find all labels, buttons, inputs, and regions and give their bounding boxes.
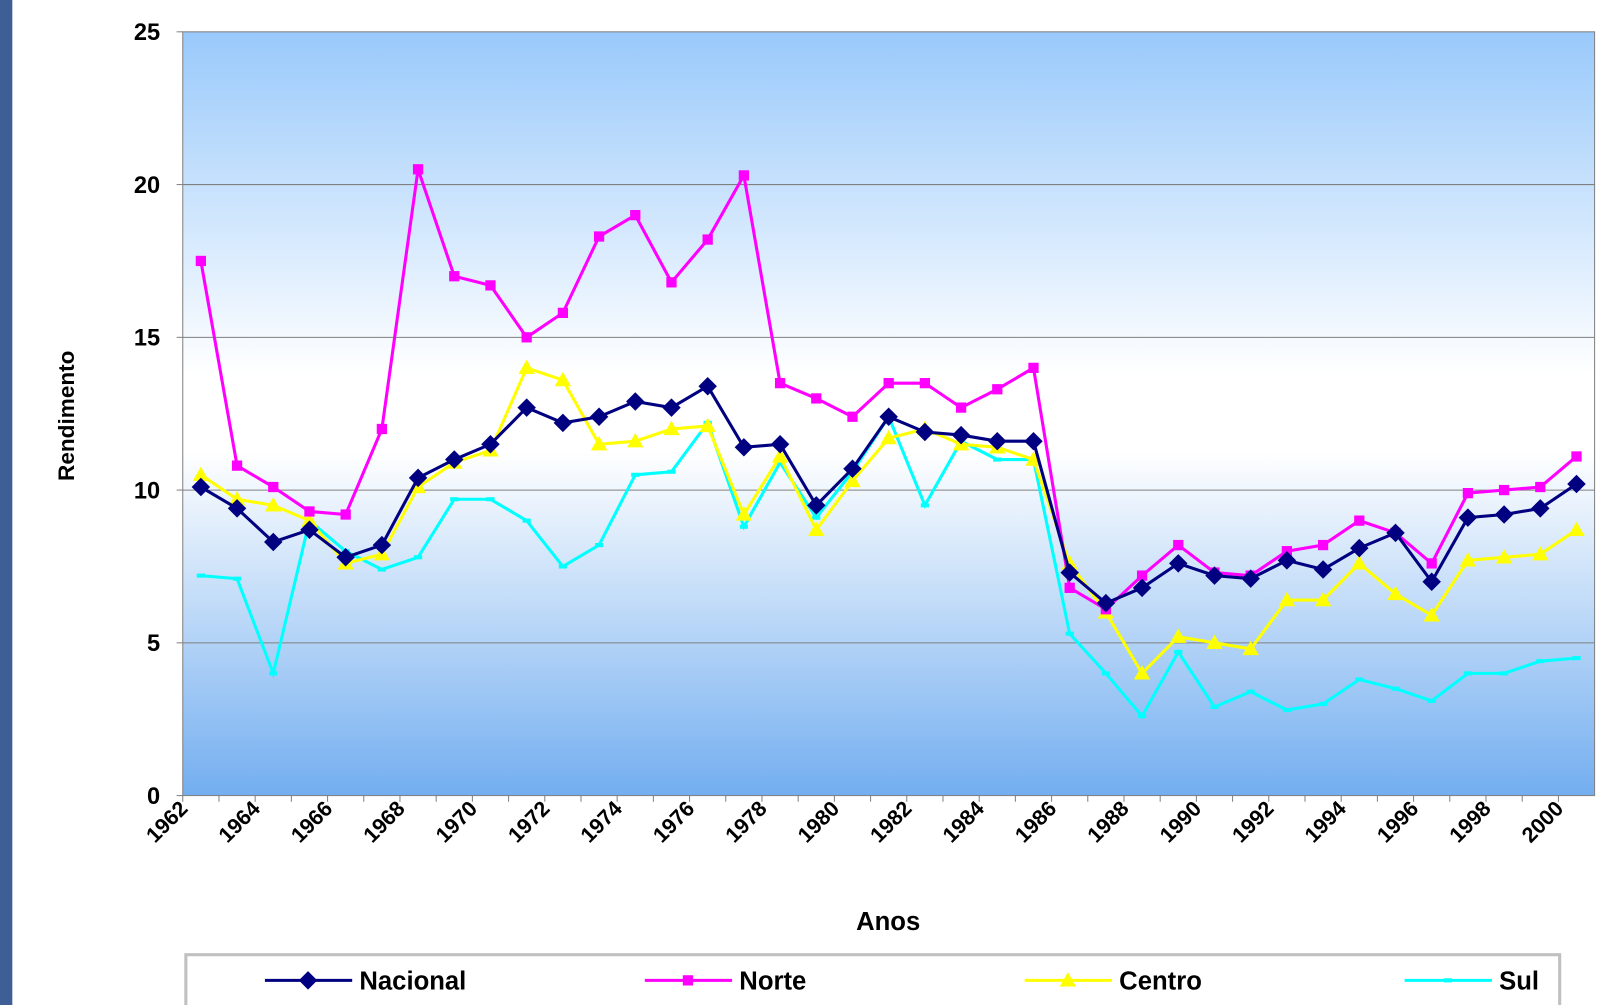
chart: Anos Rendimento 051015202519621964196619… xyxy=(0,0,1610,1005)
data-point xyxy=(1572,656,1580,660)
data-point xyxy=(667,470,675,474)
data-point xyxy=(1066,632,1074,636)
y-tick-label: 20 xyxy=(134,173,160,199)
data-point xyxy=(449,271,459,281)
data-point xyxy=(1428,699,1436,703)
data-point xyxy=(920,378,930,388)
data-point xyxy=(196,256,206,266)
page: {"chart_data": {"type": "line", "x_label… xyxy=(0,0,1610,1005)
data-point xyxy=(703,234,713,244)
data-point xyxy=(450,497,458,501)
legend-label: Centro xyxy=(1119,968,1202,996)
data-point xyxy=(956,402,966,412)
data-point xyxy=(1535,482,1545,492)
legend-marker xyxy=(683,975,693,985)
data-point xyxy=(811,393,821,403)
data-point xyxy=(269,671,277,675)
data-point xyxy=(486,497,494,501)
data-point xyxy=(1318,540,1328,550)
data-point xyxy=(304,506,314,516)
y-tick-label: 15 xyxy=(134,326,160,352)
legend-label: Norte xyxy=(739,968,806,996)
legend-marker xyxy=(1444,978,1452,982)
data-point xyxy=(594,231,604,241)
data-point xyxy=(522,332,532,342)
data-point xyxy=(1319,702,1327,706)
data-point xyxy=(740,525,748,529)
data-point xyxy=(1536,659,1544,663)
data-point xyxy=(1354,515,1364,525)
data-point xyxy=(595,543,603,547)
y-tick-label: 25 xyxy=(134,20,160,46)
data-point xyxy=(884,378,894,388)
data-point xyxy=(1102,671,1110,675)
data-point xyxy=(631,473,639,477)
data-point xyxy=(847,412,857,422)
y-tick-label: 10 xyxy=(134,478,160,504)
y-axis-label: Rendimento xyxy=(54,351,79,481)
data-point xyxy=(1138,714,1146,718)
data-point xyxy=(377,424,387,434)
data-point xyxy=(1173,540,1183,550)
data-point xyxy=(1028,363,1038,373)
data-point xyxy=(739,170,749,180)
data-point xyxy=(1391,687,1399,691)
data-point xyxy=(1499,485,1509,495)
data-point xyxy=(1355,677,1363,681)
legend-label: Nacional xyxy=(359,968,466,996)
data-point xyxy=(1427,558,1437,568)
data-point xyxy=(378,567,386,571)
data-point xyxy=(341,509,351,519)
data-point xyxy=(775,378,785,388)
data-point xyxy=(1247,690,1255,694)
data-point xyxy=(1571,451,1581,461)
data-point xyxy=(1210,705,1218,709)
data-point xyxy=(812,516,820,520)
data-point xyxy=(993,457,1001,461)
data-point xyxy=(1174,650,1182,654)
data-point xyxy=(523,519,531,523)
legend-label: Sul xyxy=(1499,968,1539,996)
data-point xyxy=(630,210,640,220)
data-point xyxy=(268,482,278,492)
data-point xyxy=(485,280,495,290)
data-point xyxy=(1464,671,1472,675)
data-point xyxy=(232,461,242,471)
data-point xyxy=(992,384,1002,394)
data-point xyxy=(1283,708,1291,712)
data-point xyxy=(558,308,568,318)
x-axis-label: Anos xyxy=(856,908,920,936)
data-point xyxy=(233,577,241,581)
y-tick-label: 5 xyxy=(147,631,160,657)
data-point xyxy=(1065,583,1075,593)
data-point xyxy=(921,503,929,507)
data-point xyxy=(413,164,423,174)
data-point xyxy=(1500,671,1508,675)
data-point xyxy=(666,277,676,287)
data-point xyxy=(559,564,567,568)
data-point xyxy=(1463,488,1473,498)
y-tick-label: 0 xyxy=(147,784,160,810)
data-point xyxy=(414,555,422,559)
data-point xyxy=(197,574,205,578)
